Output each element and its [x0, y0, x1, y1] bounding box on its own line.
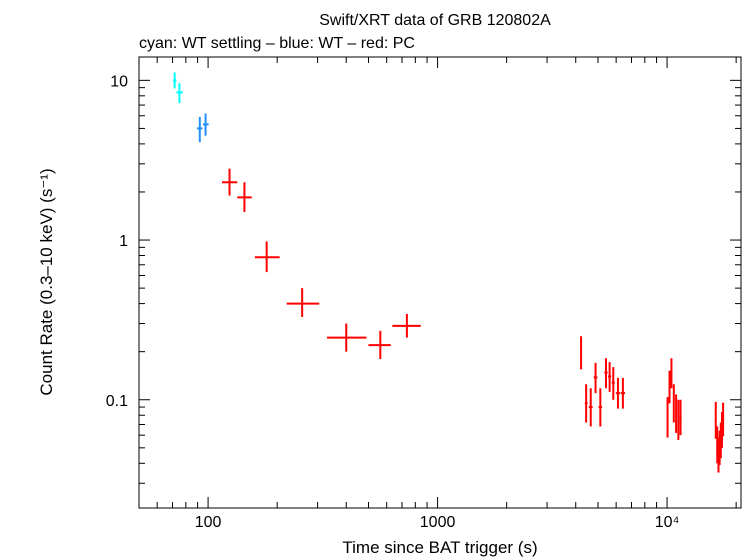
data-point-pc — [677, 399, 680, 440]
data-point-pc — [675, 394, 678, 433]
y-tick-label: 10 — [110, 73, 128, 90]
data-point-wt-settling — [176, 83, 183, 104]
data-point-pc — [608, 362, 612, 392]
plot-frame — [138, 56, 742, 509]
data-point-pc — [615, 377, 621, 409]
data-point-wt — [197, 116, 203, 143]
data-point-pc — [588, 388, 593, 427]
data-point-pc — [598, 388, 603, 427]
data-point-pc — [584, 384, 588, 423]
data-point-pc — [392, 313, 421, 338]
axis-ticks — [138, 57, 741, 508]
data-point-pc — [668, 370, 671, 404]
x-tick-label: 10⁴ — [655, 514, 680, 531]
data-point-pc — [286, 288, 320, 317]
data-points — [172, 72, 725, 473]
chart-subtitle: cyan: WT settling – blue: WT – red: PC — [139, 35, 415, 52]
data-point-pc — [237, 182, 252, 212]
data-point-pc — [679, 399, 682, 436]
data-point-pc — [672, 384, 675, 423]
x-tick-label: 1000 — [420, 514, 456, 531]
x-axis-label: Time since BAT trigger (s) — [342, 538, 537, 557]
data-point-pc — [666, 397, 669, 438]
x-tick-label: 100 — [195, 514, 222, 531]
data-point-pc — [222, 168, 238, 196]
y-tick-label: 0.1 — [106, 393, 128, 410]
data-point-pc — [670, 358, 673, 389]
data-point-pc — [714, 401, 717, 439]
data-point-wt-settling — [172, 72, 177, 89]
data-point-pc — [604, 358, 608, 389]
data-point-wt — [202, 113, 209, 136]
data-point-pc — [593, 362, 598, 394]
chart-title: Swift/XRT data of GRB 120802A — [319, 12, 551, 29]
data-point-pc — [580, 336, 583, 370]
y-axis-label: Count Rate (0.3–10 keV) (s⁻¹) — [37, 168, 56, 395]
tick-labels: 100 1000 10⁴ 0.1 1 10 — [106, 73, 680, 531]
data-point-pc — [620, 377, 626, 409]
data-point-pc — [722, 402, 725, 437]
y-tick-label: 1 — [119, 233, 128, 250]
data-point-pc — [254, 241, 280, 273]
data-point-pc — [611, 367, 615, 400]
data-point-pc — [327, 323, 367, 352]
data-point-pc — [368, 330, 391, 359]
